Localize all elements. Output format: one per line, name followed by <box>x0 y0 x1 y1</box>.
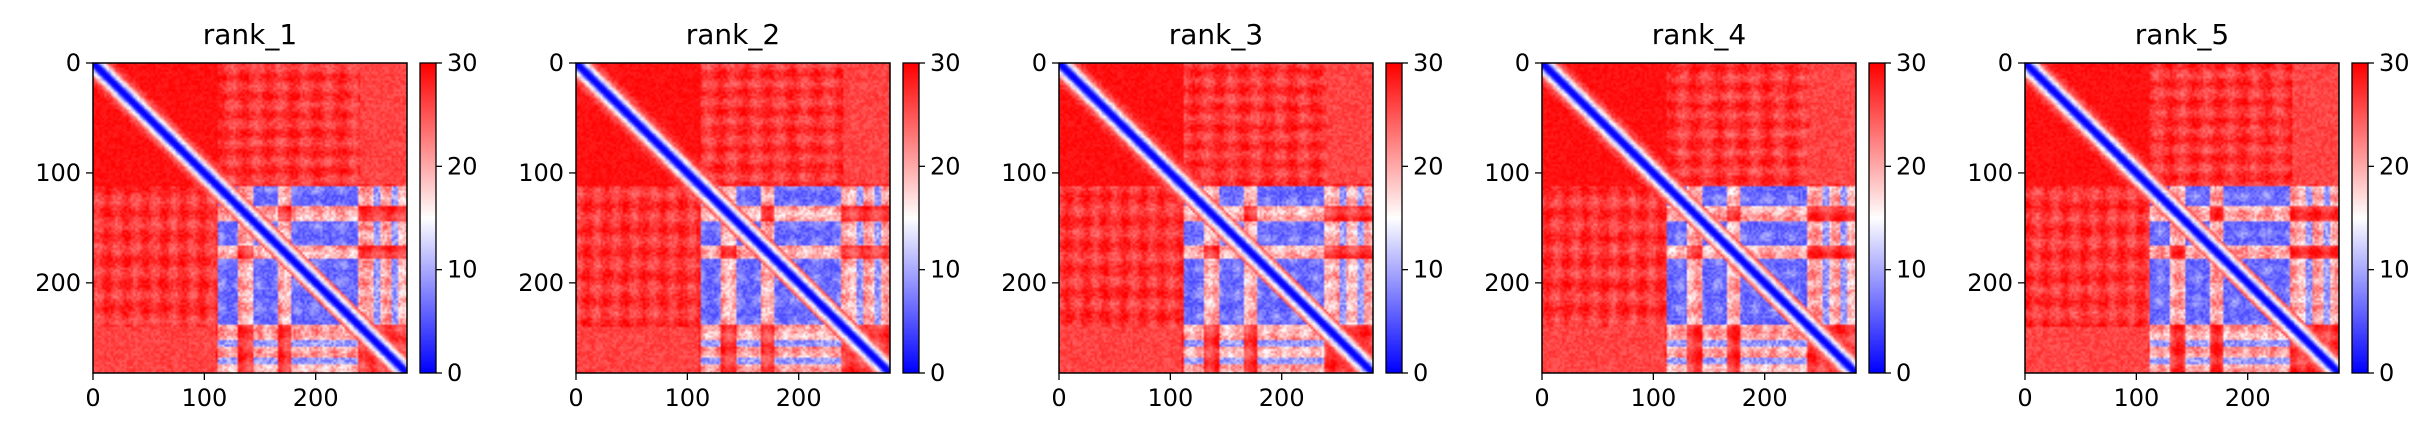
colorbar-tick-label: 20 <box>1896 152 1927 180</box>
y-tick-label: 100 <box>1484 159 1530 187</box>
panel-title: rank_1 <box>203 18 297 51</box>
heatmap-panel-4: rank_4 0 100 200 0 100 200 0 10 20 30 <box>1484 18 1926 412</box>
colorbar-tick-label: 10 <box>2379 256 2410 284</box>
colorbar: 0 10 20 30 <box>419 49 478 387</box>
x-tick-label: 100 <box>1147 384 1193 412</box>
colorbar-frame <box>1868 62 1886 374</box>
colorbar-gradient <box>1386 63 1402 373</box>
y-tick-label: 200 <box>1967 269 2013 297</box>
x-tick-label: 100 <box>2113 384 2159 412</box>
x-tick-label: 0 <box>1534 384 1549 412</box>
colorbar-tick-label: 20 <box>447 152 478 180</box>
x-tick-label: 0 <box>1051 384 1066 412</box>
x-tick-label: 100 <box>664 384 710 412</box>
colorbar-tick-label: 20 <box>2379 152 2410 180</box>
y-tick-label: 200 <box>1001 269 1047 297</box>
colorbar-tick-label: 30 <box>930 49 961 77</box>
colorbar: 0 10 20 30 <box>2351 49 2410 387</box>
x-tick-label: 200 <box>776 384 822 412</box>
y-tick-label: 0 <box>549 49 564 77</box>
axes-frame <box>1058 62 1374 374</box>
heatmap-image <box>93 63 407 373</box>
x-tick-label: 200 <box>1259 384 1305 412</box>
axes-frame <box>2024 62 2340 374</box>
axes-frame <box>92 62 408 374</box>
axes-frame <box>575 62 891 374</box>
y-tick-label: 0 <box>66 49 81 77</box>
colorbar-tick-label: 20 <box>930 152 961 180</box>
colorbar-gradient <box>420 63 436 373</box>
x-tick-label: 200 <box>2225 384 2271 412</box>
colorbar-gradient <box>1869 63 1885 373</box>
colorbar: 0 10 20 30 <box>902 49 961 387</box>
heatmap-image <box>1542 63 1856 373</box>
x-tick-label: 200 <box>1742 384 1788 412</box>
y-tick-label: 200 <box>1484 269 1530 297</box>
colorbar-tick-label: 30 <box>2379 49 2410 77</box>
y-tick-label: 0 <box>1998 49 2013 77</box>
y-tick-label: 200 <box>518 269 564 297</box>
y-tick-label: 100 <box>1967 159 2013 187</box>
colorbar-tick-label: 0 <box>930 359 945 387</box>
x-tick-label: 0 <box>85 384 100 412</box>
y-tick-label: 0 <box>1515 49 1530 77</box>
y-tick-label: 100 <box>518 159 564 187</box>
colorbar-frame <box>1385 62 1403 374</box>
colorbar-tick-label: 10 <box>1413 256 1444 284</box>
colorbar-tick-label: 10 <box>930 256 961 284</box>
colorbar-gradient <box>903 63 919 373</box>
colorbar: 0 10 20 30 <box>1385 49 1444 387</box>
x-tick-label: 0 <box>568 384 583 412</box>
y-tick-label: 100 <box>35 159 81 187</box>
colorbar-tick-label: 30 <box>447 49 478 77</box>
axes-frame <box>1541 62 1857 374</box>
colorbar-tick-label: 20 <box>1413 152 1444 180</box>
panel-title: rank_2 <box>686 18 780 51</box>
y-tick-label: 200 <box>35 269 81 297</box>
heatmap-image <box>2025 63 2339 373</box>
colorbar-tick-label: 30 <box>1413 49 1444 77</box>
panel-title: rank_3 <box>1169 18 1263 51</box>
colorbar-tick-label: 10 <box>447 256 478 284</box>
y-tick-label: 100 <box>1001 159 1047 187</box>
x-tick-label: 100 <box>181 384 227 412</box>
colorbar-tick-label: 0 <box>1896 359 1911 387</box>
heatmap-panel-2: rank_2 0 100 200 0 100 200 0 10 20 30 <box>518 18 960 412</box>
heatmap-panel-3: rank_3 0 100 200 0 100 200 0 10 20 30 <box>1001 18 1443 412</box>
x-tick-label: 100 <box>1630 384 1676 412</box>
colorbar-frame <box>2351 62 2369 374</box>
heatmap-panel-5: rank_5 0 100 200 0 100 200 0 10 20 30 <box>1967 18 2409 412</box>
x-tick-label: 200 <box>293 384 339 412</box>
colorbar-frame <box>419 62 437 374</box>
colorbar-tick-label: 0 <box>447 359 462 387</box>
heatmap-panel-1: rank_1 0 100 200 0 100 200 0 10 20 30 <box>35 18 477 412</box>
heatmap-image <box>1059 63 1373 373</box>
colorbar-frame <box>902 62 920 374</box>
colorbar: 0 10 20 30 <box>1868 49 1927 387</box>
y-tick-label: 0 <box>1032 49 1047 77</box>
panel-title: rank_4 <box>1652 18 1746 51</box>
colorbar-tick-label: 10 <box>1896 256 1927 284</box>
heatmap-image <box>576 63 890 373</box>
x-tick-label: 0 <box>2017 384 2032 412</box>
colorbar-tick-label: 30 <box>1896 49 1927 77</box>
colorbar-tick-label: 0 <box>1413 359 1428 387</box>
panel-title: rank_5 <box>2135 18 2229 51</box>
colorbar-tick-label: 0 <box>2379 359 2394 387</box>
colorbar-gradient <box>2352 63 2368 373</box>
